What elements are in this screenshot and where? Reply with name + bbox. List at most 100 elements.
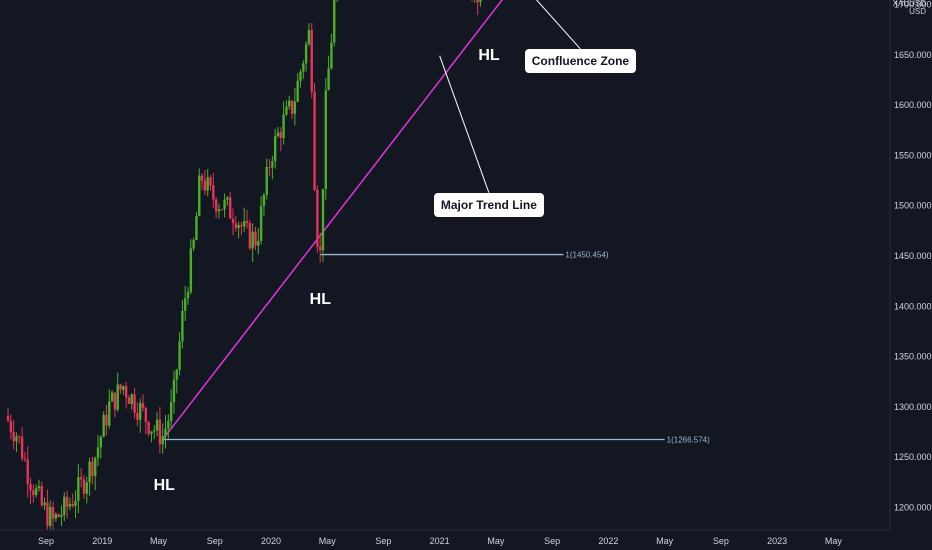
y-tick-label: 1400.000 xyxy=(894,301,932,311)
x-tick-label: Sep xyxy=(207,536,223,546)
candle-body xyxy=(105,414,108,426)
candle-body xyxy=(29,483,32,491)
symbol-label: XAUUSD xyxy=(893,0,927,8)
candle-body xyxy=(158,419,162,445)
candle-body xyxy=(251,231,254,249)
x-tick-label: 2019 xyxy=(92,536,112,546)
callout-pointer xyxy=(535,0,581,50)
candle-body xyxy=(96,447,100,458)
candle-body xyxy=(265,167,268,195)
candle-body xyxy=(228,197,232,219)
callout-confluence-zone: Confluence Zone xyxy=(524,48,637,73)
candle-body xyxy=(293,101,297,114)
candle-body xyxy=(195,215,198,240)
x-tick-label: 2022 xyxy=(598,536,618,546)
x-tick-label: Sep xyxy=(713,536,729,546)
candle-body xyxy=(161,436,164,445)
annotation-hl: HL xyxy=(309,291,331,309)
level-label: 1(1266.574) xyxy=(667,436,710,445)
annotation-hl: HL xyxy=(153,477,175,495)
candle-body xyxy=(71,503,74,506)
y-tick-label: 1300.000 xyxy=(894,402,932,412)
candle-body xyxy=(290,100,294,114)
candle-body xyxy=(130,394,133,405)
candle-body xyxy=(214,199,218,212)
candle-body xyxy=(141,403,145,408)
y-tick-label: 1250.000 xyxy=(894,452,932,462)
x-tick-label: 2020 xyxy=(261,536,281,546)
candle-body xyxy=(333,0,336,43)
candle-body xyxy=(122,386,125,390)
candle-body xyxy=(183,298,187,311)
candle-body xyxy=(321,188,325,251)
y-tick-label: 1700.000 xyxy=(894,0,932,10)
x-tick-label: Sep xyxy=(544,536,560,546)
candle-body xyxy=(327,68,330,91)
candle-body xyxy=(119,384,122,390)
candle-body xyxy=(316,189,319,247)
candle-body xyxy=(231,218,235,224)
candle-body xyxy=(476,0,479,3)
candle-body xyxy=(248,222,252,249)
candle-body xyxy=(6,415,10,421)
candle-body xyxy=(302,63,305,72)
candle-body xyxy=(262,194,266,207)
callout-pointer xyxy=(439,55,490,193)
candle-body xyxy=(91,461,94,477)
candle-body xyxy=(46,502,49,526)
candle-body xyxy=(113,392,117,410)
candle-body xyxy=(63,496,66,516)
candle-body xyxy=(74,500,77,506)
candle-body xyxy=(313,91,316,190)
candle-body xyxy=(124,386,128,398)
candle-body xyxy=(164,428,167,437)
candle-body xyxy=(304,44,308,64)
candle-body xyxy=(259,206,263,241)
y-tick-label: 1200.000 xyxy=(894,503,932,513)
candle-body xyxy=(198,175,201,216)
annotation-hl: HL xyxy=(478,46,500,64)
candle-body xyxy=(94,457,97,477)
candle-body xyxy=(77,477,80,501)
y-tick-label: 1500.000 xyxy=(894,201,932,211)
candle-body xyxy=(127,397,131,405)
candle-body xyxy=(223,199,226,210)
candle-body xyxy=(192,239,195,249)
candle-body xyxy=(186,292,190,299)
x-axis: Sep 2019 May Sep 2020 May Sep 2021 May Sep 2022 May… xyxy=(38,536,842,546)
x-tick-label: May xyxy=(150,536,168,546)
candle-body xyxy=(299,71,302,81)
y-tick-label: 1600.000 xyxy=(894,100,932,110)
candle-body xyxy=(26,459,29,484)
candle-body xyxy=(217,209,221,212)
candle-body xyxy=(178,341,181,370)
candle-body xyxy=(234,223,238,229)
candle-body xyxy=(479,0,482,3)
candle-body xyxy=(110,392,114,402)
y-tick-label: 1350.000 xyxy=(894,352,932,362)
x-tick-label: 2023 xyxy=(767,536,787,546)
candle-body xyxy=(54,514,58,519)
candle-body xyxy=(268,167,271,169)
candle-body xyxy=(18,436,21,438)
candle-body xyxy=(12,432,15,442)
candle-body xyxy=(276,132,280,137)
candle-body xyxy=(32,490,35,496)
candle-body xyxy=(288,100,291,107)
candle-body xyxy=(324,90,327,189)
candle-body xyxy=(254,231,257,246)
candle-body xyxy=(150,431,153,434)
candle-body xyxy=(23,458,27,460)
candle-body xyxy=(136,412,139,420)
candle-body xyxy=(169,402,173,422)
candle-body xyxy=(271,161,274,168)
candle-body xyxy=(60,515,63,517)
candle-body xyxy=(51,506,55,519)
candle-body xyxy=(279,132,283,139)
candle-body xyxy=(34,488,38,496)
candle-body xyxy=(175,369,178,380)
candle-body xyxy=(318,246,322,251)
candle-body xyxy=(43,502,46,506)
